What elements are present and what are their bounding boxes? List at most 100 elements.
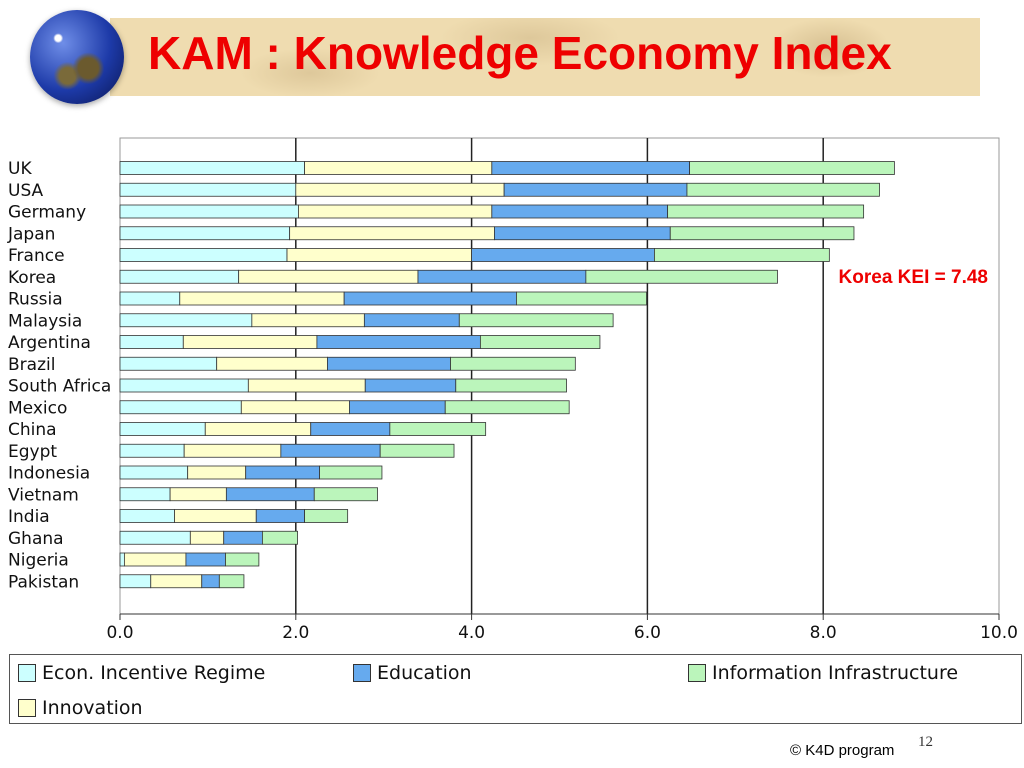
category-label: Malaysia [8, 311, 82, 331]
bar-segment [450, 356, 576, 371]
chart-legend: Econ. Incentive Regime Education Informa… [9, 654, 1022, 724]
bar-segment [491, 204, 669, 219]
bar-segment [245, 465, 320, 480]
bar-segment [179, 291, 345, 306]
bar-segment [119, 269, 240, 284]
bar-segment [261, 530, 298, 545]
bar-segment [455, 378, 567, 393]
legend-label-innovation: Innovation [42, 697, 143, 719]
bar-segment [119, 422, 206, 436]
x-tick-label: 2.0 [282, 623, 309, 643]
bar-segment [119, 552, 125, 567]
x-tick-label: 0.0 [106, 623, 133, 643]
bar-segment [119, 204, 299, 219]
bar-segment [119, 291, 181, 306]
title-band [110, 18, 980, 96]
bar-segment [669, 226, 855, 241]
legend-swatch-infrastructure [688, 664, 706, 682]
bar-segment [349, 400, 446, 415]
category-label: Ghana [8, 529, 64, 549]
bar-segment [189, 530, 225, 545]
korea-kei-annotation: Korea KEI = 7.48 [839, 267, 988, 288]
category-label: Egypt [8, 442, 57, 462]
bar-segment [150, 574, 203, 589]
legend-swatch-education [353, 664, 371, 682]
bar-segment [444, 400, 570, 415]
bar-segment [417, 269, 587, 284]
category-label: Mexico [8, 398, 67, 418]
bar-segment [238, 269, 419, 284]
bar-segment [295, 182, 505, 197]
bar-segment [654, 248, 830, 262]
category-label: UK [8, 159, 32, 179]
bar-segment [364, 378, 457, 393]
bar-segment [119, 182, 297, 197]
bar-segment [119, 378, 249, 393]
bar-segment [313, 487, 378, 502]
bar-segment [182, 335, 318, 349]
bar-segment [204, 422, 312, 436]
x-tick-label: 8.0 [810, 623, 837, 643]
bar-segment [119, 443, 185, 458]
bar-segment [667, 204, 865, 219]
category-label: Vietnam [8, 485, 79, 505]
category-label: Pakistan [8, 572, 79, 592]
category-label: Russia [8, 290, 63, 310]
bar-segment [119, 487, 171, 502]
bar-segment [363, 313, 460, 328]
legend-swatch-innovation [18, 699, 36, 717]
bar-segment [304, 509, 349, 523]
bar-segment [119, 509, 175, 523]
category-label: India [8, 507, 50, 527]
bar-segment [471, 248, 655, 262]
legend-swatch-econ [18, 664, 36, 682]
x-tick-label: 4.0 [458, 623, 485, 643]
bar-segment [119, 248, 288, 262]
bar-segment [119, 226, 291, 241]
bar-segment [255, 509, 305, 523]
bar-segment [123, 552, 187, 567]
bar-segment [185, 552, 226, 567]
bar-segment [119, 400, 242, 415]
bar-segment [686, 182, 880, 197]
bar-segment [479, 335, 601, 349]
category-label: Germany [8, 203, 86, 223]
legend-item-innovation: Innovation [18, 697, 143, 719]
category-label: Korea [8, 268, 56, 288]
bar-segment [280, 443, 381, 458]
legend-label-education: Education [377, 662, 472, 684]
bar-segment [319, 465, 383, 480]
bar-segment [298, 204, 493, 219]
bar-segment [119, 356, 218, 371]
category-label: Nigeria [8, 551, 69, 571]
bar-segment [119, 465, 189, 480]
bar-segment [174, 509, 257, 523]
globe-icon [30, 10, 124, 104]
bar-segment [119, 161, 305, 175]
bar-segment [119, 313, 253, 328]
category-label: Japan [7, 224, 55, 244]
category-label: USA [8, 181, 44, 201]
bar-segment [458, 313, 614, 328]
category-label: China [8, 420, 57, 440]
bar-segment [187, 465, 247, 480]
category-label: Indonesia [8, 464, 90, 484]
bar-segment [216, 356, 328, 371]
bar-segment [169, 487, 227, 502]
bar-segment [516, 291, 647, 306]
legend-item-infrastructure: Information Infrastructure [688, 662, 958, 684]
bar-segment [119, 335, 184, 349]
legend-label-infrastructure: Information Infrastructure [712, 662, 959, 684]
category-label: Brazil [8, 355, 55, 375]
legend-label-econ: Econ. Incentive Regime [42, 662, 266, 684]
bar-segment [201, 574, 220, 589]
bar-segment [223, 530, 263, 545]
slide-title: KAM : Knowledge Economy Index [148, 27, 892, 79]
bar-segment [389, 422, 487, 436]
bar-segment [689, 161, 895, 175]
category-label: South Africa [8, 377, 111, 397]
bar-segment [343, 291, 517, 306]
bar-segment [225, 552, 260, 567]
x-tick-label: 6.0 [634, 623, 661, 643]
bar-segment [240, 400, 350, 415]
